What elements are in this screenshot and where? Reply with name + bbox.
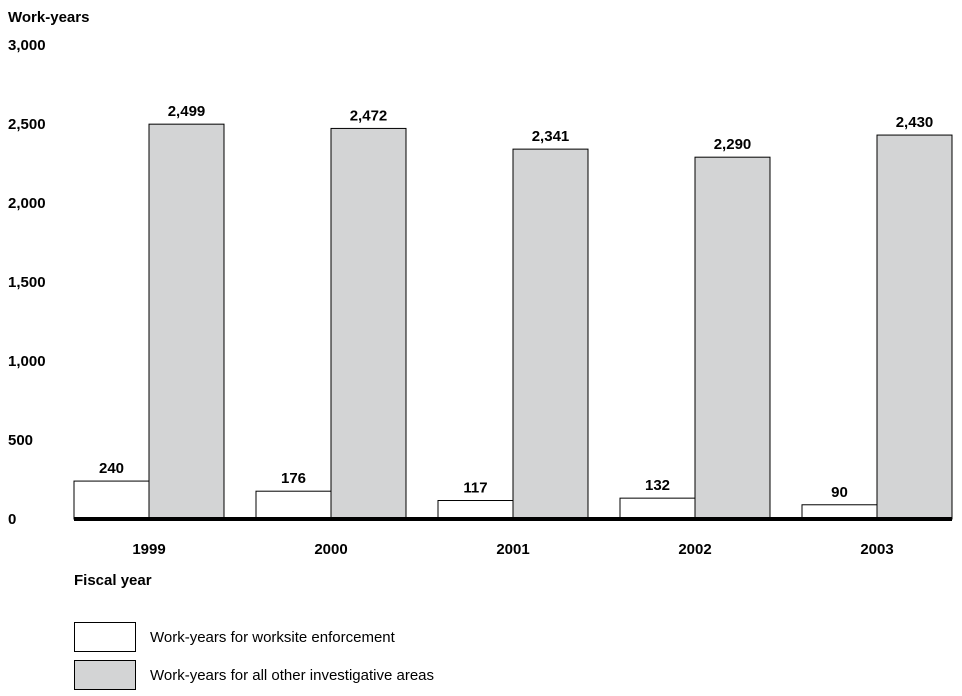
data-label: 2,499 [168, 103, 206, 120]
data-label: 90 [831, 484, 848, 501]
x-tick-label: 2000 [314, 541, 347, 558]
x-tick-label: 1999 [132, 541, 165, 558]
bar-other-2001 [512, 148, 589, 520]
data-label: 2,472 [350, 107, 388, 124]
bar-worksite-2000 [255, 490, 332, 520]
data-label: 2,430 [896, 114, 934, 131]
x-tick-label: 2002 [678, 541, 711, 558]
x-tick-label: 2001 [496, 541, 529, 558]
data-label: 240 [99, 460, 124, 477]
legend-item-other: Work-years for all other investigative a… [74, 658, 434, 692]
legend-label-worksite: Work-years for worksite enforcement [150, 628, 395, 646]
y-tick-label: 1,000 [8, 353, 46, 370]
legend-item-worksite: Work-years for worksite enforcement [74, 620, 434, 654]
legend: Work-years for worksite enforcement Work… [74, 620, 434, 696]
bar-other-2002 [694, 156, 771, 520]
data-label: 2,290 [714, 136, 752, 153]
bar-worksite-2001 [437, 500, 514, 520]
bar-worksite-2003 [801, 504, 878, 520]
legend-swatch-other [74, 660, 136, 690]
bar-other-1999 [148, 123, 225, 520]
legend-label-other: Work-years for all other investigative a… [150, 666, 435, 684]
y-tick-label: 500 [8, 432, 33, 449]
x-tick-label: 2003 [860, 541, 893, 558]
legend-swatch-worksite [74, 622, 136, 652]
x-axis-title: Fiscal year [74, 572, 152, 589]
y-tick-label: 3,000 [8, 37, 46, 54]
data-label: 117 [463, 480, 487, 497]
bar-worksite-1999 [73, 480, 150, 520]
y-axis-title: Work-years [8, 9, 90, 26]
y-tick-label: 2,500 [8, 116, 46, 133]
y-tick-label: 1,500 [8, 274, 46, 291]
bar-other-2003 [876, 134, 953, 520]
y-tick-label: 0 [8, 511, 16, 528]
data-label: 176 [281, 470, 306, 487]
bar-other-2000 [330, 127, 407, 520]
data-label: 2,341 [532, 128, 570, 145]
bar-chart: 0 500 1,000 1,500 2,000 2,500 3,000 240 2,499 199… [8, 37, 953, 558]
y-tick-label: 2,000 [8, 195, 46, 212]
data-label: 132 [645, 477, 670, 494]
bar-worksite-2002 [619, 497, 696, 520]
